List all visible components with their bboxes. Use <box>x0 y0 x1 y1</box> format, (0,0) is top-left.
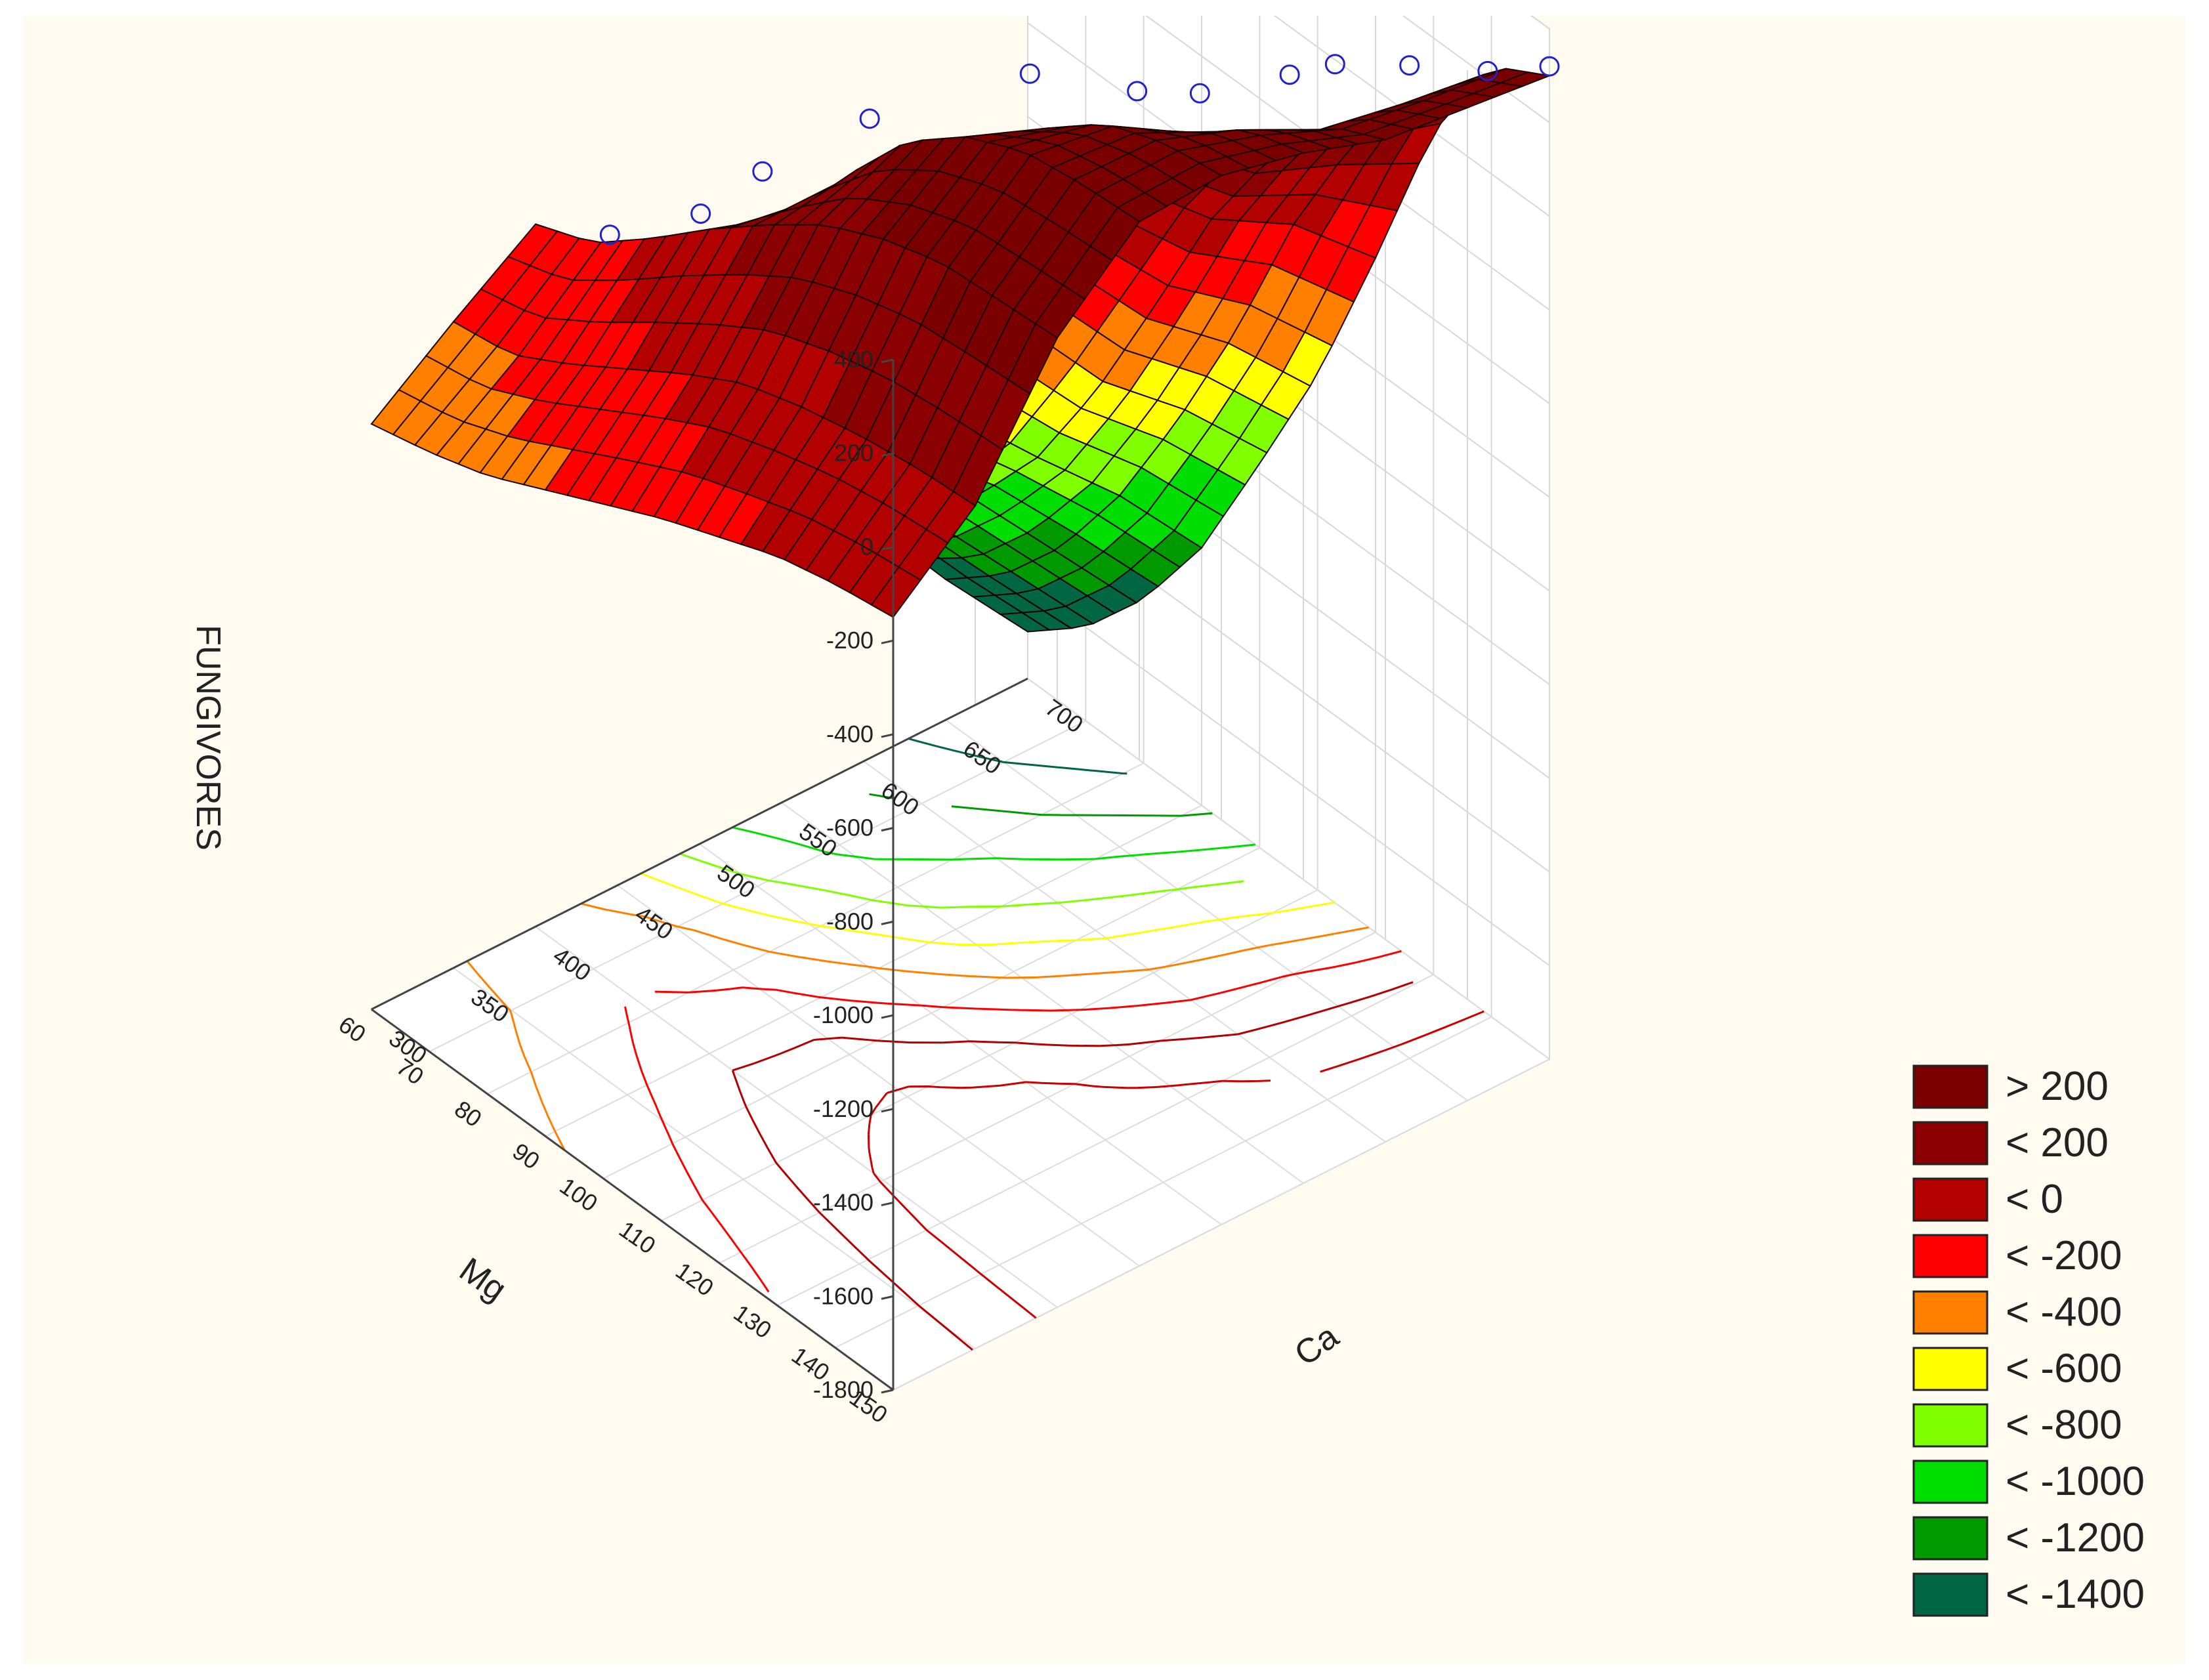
y-axis-line <box>371 677 1028 1011</box>
observed-point <box>1127 81 1148 102</box>
contour-line <box>679 852 1244 909</box>
legend-swatch <box>1912 1290 1988 1335</box>
observed-point <box>599 224 620 245</box>
contour-line <box>624 950 1402 1293</box>
plot-panel: 400 200 0 -200 -400 -600 -800 -1000 -1200 -1400 -1… <box>24 16 2185 1664</box>
legend-label: < 0 <box>2006 1177 2063 1222</box>
legend-swatch <box>1912 1347 1988 1391</box>
z-tick-label: -1400 <box>813 1189 873 1216</box>
legend-label: < -800 <box>2006 1402 2122 1448</box>
z-tick-label: -800 <box>826 908 873 934</box>
legend-swatch <box>1912 1516 1988 1561</box>
observed-point <box>1477 60 1498 81</box>
legend-label: < 200 <box>2006 1120 2109 1166</box>
contour-line <box>868 1010 1484 1319</box>
observed-point <box>690 203 711 224</box>
z-tick-label: 200 <box>834 440 873 467</box>
observed-point <box>1279 64 1300 85</box>
surface-chart: 400 200 0 -200 -400 -600 -800 -1000 -1200 -1400 -1… <box>24 16 2185 1664</box>
contour-line <box>641 872 1335 946</box>
z-tick-label: -400 <box>826 721 873 747</box>
observed-point <box>1539 56 1560 77</box>
legend-swatch <box>1912 1234 1988 1278</box>
observed-point <box>752 161 773 182</box>
z-tick-label: 400 <box>834 346 873 373</box>
legend-label: < -1000 <box>2006 1459 2145 1504</box>
legend-label: < -1200 <box>2006 1515 2145 1561</box>
z-tick-label: -600 <box>826 814 873 841</box>
legend-swatch <box>1912 1403 1988 1448</box>
legend: > 200 < 200 < 0 < -200 < -400 < -600 < -800 < -… <box>1912 1064 2145 1617</box>
observed-point <box>859 108 880 129</box>
z-tick-label: -200 <box>826 627 873 654</box>
legend-swatch <box>1912 1064 1988 1109</box>
contour-line <box>869 793 1213 817</box>
z-axis-title: FUNGIVORES <box>189 625 227 850</box>
z-tick-label: -1600 <box>813 1282 873 1309</box>
surface-mesh <box>370 68 1552 633</box>
observed-point <box>1019 63 1040 84</box>
observed-points <box>599 54 1560 245</box>
contour-line <box>466 902 1369 1151</box>
legend-label: < -1400 <box>2006 1572 2145 1617</box>
floor-contours <box>466 738 1484 1351</box>
z-tick-label: -1800 <box>813 1376 873 1403</box>
legend-label: < -600 <box>2006 1346 2122 1391</box>
legend-label: < -400 <box>2006 1290 2122 1335</box>
z-tick-label: -1200 <box>813 1095 873 1122</box>
z-tick-label: 0 <box>860 533 873 560</box>
observed-point <box>1399 55 1420 76</box>
legend-swatch <box>1912 1177 1988 1222</box>
x-axis-line <box>371 1008 894 1391</box>
contour-line <box>908 738 1127 775</box>
legend-swatch <box>1912 1460 1988 1504</box>
observed-point <box>1189 83 1210 104</box>
legend-label: > 200 <box>2006 1064 2109 1109</box>
legend-label: < -200 <box>2006 1233 2122 1278</box>
legend-swatch <box>1912 1572 1988 1617</box>
observed-point <box>1324 54 1345 75</box>
z-tick-label: -1000 <box>813 1001 873 1028</box>
legend-swatch <box>1912 1121 1988 1166</box>
surface-cell <box>870 566 922 618</box>
